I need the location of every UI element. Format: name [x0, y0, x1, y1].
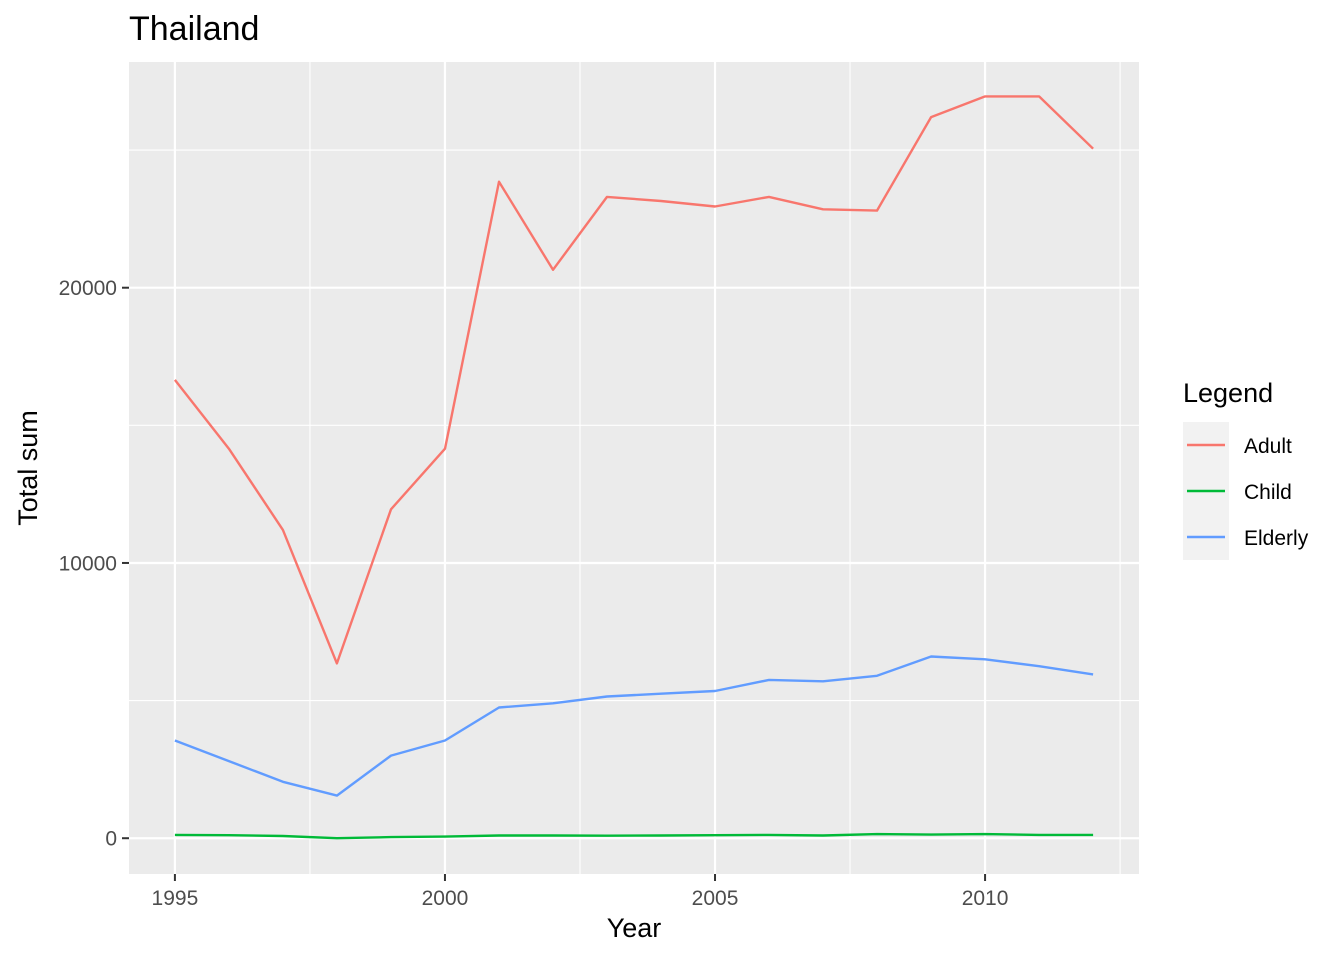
y-tick-label: 0	[105, 828, 117, 851]
legend-label-adult: Adult	[1244, 435, 1292, 458]
y-tick-label: 20000	[59, 277, 117, 300]
series-lines	[173, 95, 1094, 840]
series-line-elderly	[174, 655, 1094, 797]
legend: Legend Adult Child Elderly	[1183, 378, 1309, 560]
x-axis: 1995 2000 2005 2010	[152, 874, 1009, 910]
plot-panel	[129, 62, 1139, 874]
major-gridlines	[129, 62, 1139, 874]
x-axis-title: Year	[607, 913, 662, 943]
legend-title: Legend	[1183, 378, 1273, 408]
chart-title: Thailand	[129, 10, 259, 48]
legend-label-child: Child	[1244, 481, 1292, 504]
legend-label-elderly: Elderly	[1244, 527, 1309, 550]
x-tick-label: 2000	[422, 887, 469, 910]
x-tick-label: 2005	[692, 887, 739, 910]
y-tick-label: 10000	[59, 552, 117, 575]
y-axis-title: Total sum	[13, 410, 43, 526]
minor-gridlines	[129, 62, 1139, 874]
x-tick-label: 1995	[152, 887, 199, 910]
y-axis: 0 10000 20000	[59, 277, 129, 851]
series-line-child	[174, 832, 1094, 840]
x-tick-label: 2010	[962, 887, 1009, 910]
series-line-adult	[173, 95, 1094, 665]
